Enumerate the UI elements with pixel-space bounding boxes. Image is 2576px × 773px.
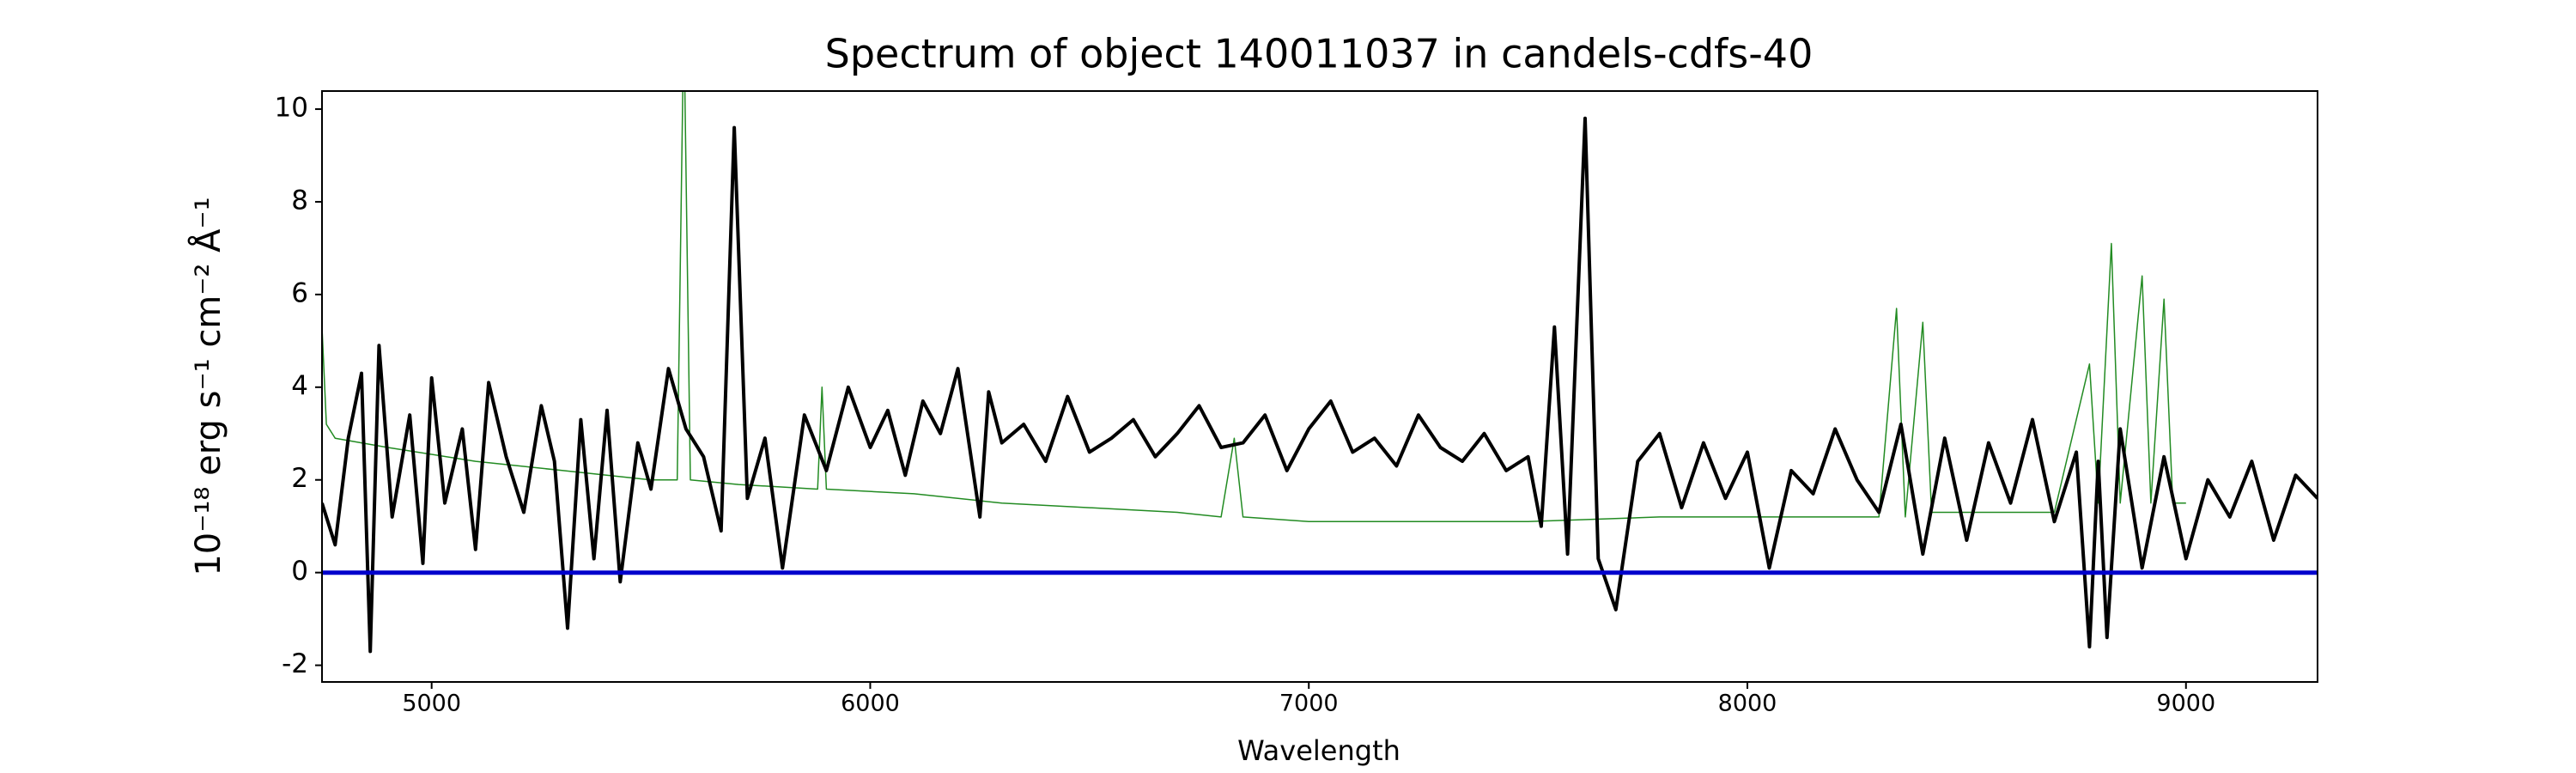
y-tick-label: 4 — [291, 370, 308, 401]
spectrum-line — [322, 116, 2318, 654]
x-tick-label: 8000 — [1718, 691, 1777, 717]
y-tick-label: 10 — [275, 93, 308, 124]
spectrum-line — [322, 91, 2186, 523]
plot-frame — [321, 90, 2318, 683]
x-tick-label: 5000 — [402, 691, 461, 717]
y-tick-label: 0 — [291, 556, 308, 587]
y-tick-label: 2 — [291, 463, 308, 494]
x-tick-label: 7000 — [1279, 691, 1339, 717]
y-tick-label: 6 — [291, 277, 308, 308]
chart-title: Spectrum of object 140011037 in candels-… — [825, 31, 1814, 77]
x-axis-label: Wavelength — [1237, 734, 1400, 767]
y-tick-label: -2 — [282, 648, 308, 679]
x-tick-label: 6000 — [841, 691, 900, 717]
plot-lines — [322, 91, 2318, 654]
x-tick-label: 9000 — [2156, 691, 2215, 717]
y-axis-label: 10⁻¹⁸ erg s⁻¹ cm⁻² Å⁻¹ — [187, 197, 228, 575]
y-tick-label: 8 — [291, 185, 308, 216]
